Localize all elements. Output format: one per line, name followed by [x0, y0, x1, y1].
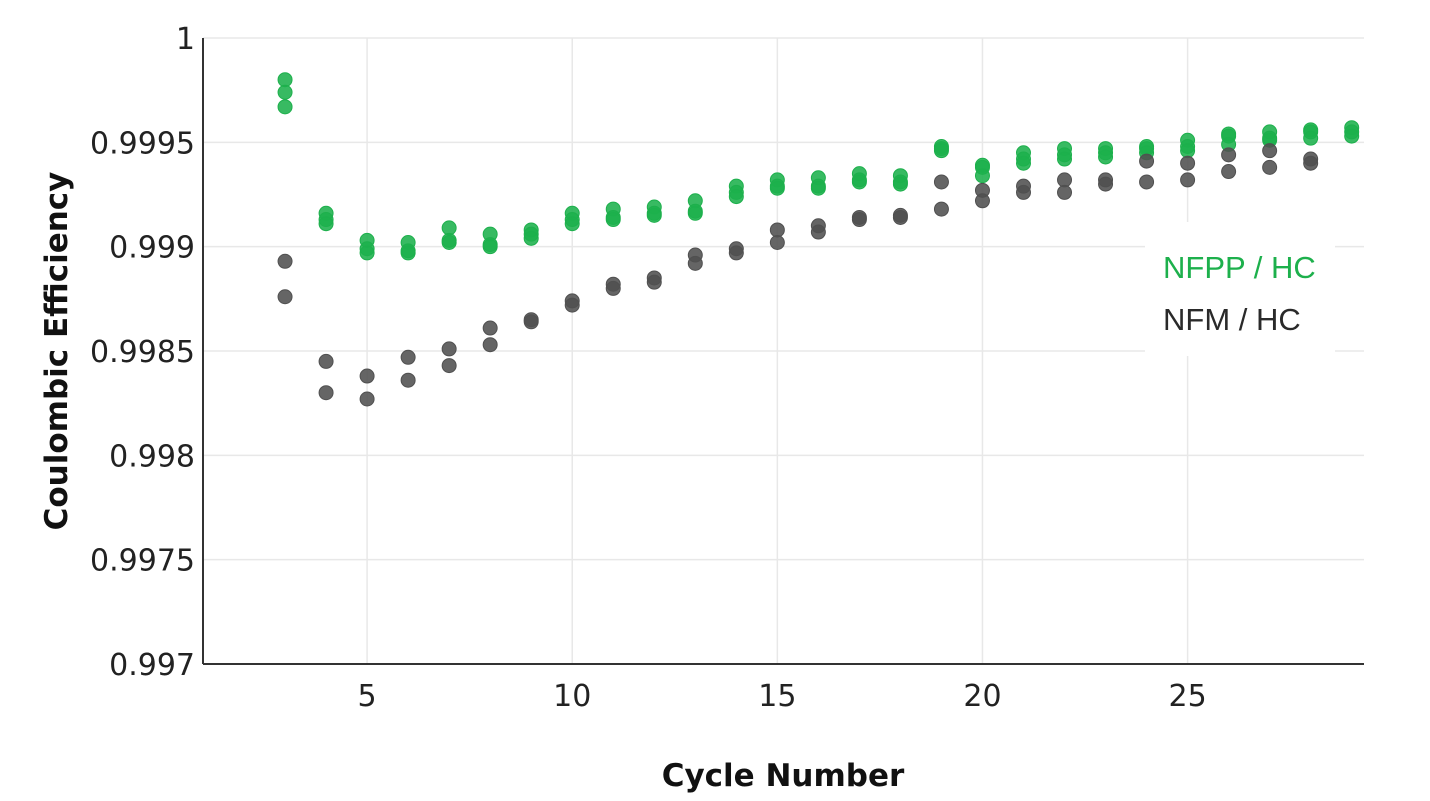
data-point [564, 216, 580, 232]
data-point [933, 174, 949, 190]
data-point [523, 230, 539, 246]
data-point [892, 209, 908, 225]
data-point [933, 143, 949, 159]
data-point [728, 245, 744, 261]
data-point [1057, 151, 1073, 167]
data-point [359, 391, 375, 407]
data-point [1262, 159, 1278, 175]
data-point [1180, 155, 1196, 171]
data-point [851, 174, 867, 190]
data-point [810, 180, 826, 196]
y-tick-label: 0.999 [109, 231, 195, 266]
data-point [564, 297, 580, 313]
y-tick-label: 0.998 [109, 439, 195, 474]
legend-label-nfpp-hc: NFPP / HC [1163, 250, 1316, 285]
data-point [974, 168, 990, 184]
data-point [277, 253, 293, 269]
data-point [277, 289, 293, 305]
data-point [1303, 130, 1319, 146]
data-point [1015, 184, 1031, 200]
data-point [523, 314, 539, 330]
data-point [810, 224, 826, 240]
data-point [482, 320, 498, 336]
y-tick-label: 0.9985 [90, 335, 195, 370]
legend: NFPP / HC NFM / HC [1163, 250, 1316, 337]
data-point [400, 245, 416, 261]
y-axis-title: Coulombic Efficiency [39, 172, 75, 531]
data-point [974, 193, 990, 209]
data-point [277, 72, 293, 88]
data-point [1262, 143, 1278, 159]
data-point [441, 358, 457, 374]
data-point [933, 201, 949, 217]
data-point [1098, 176, 1114, 192]
data-point [687, 205, 703, 221]
data-point [441, 234, 457, 250]
data-point [1098, 149, 1114, 165]
data-point [851, 212, 867, 228]
data-point [1180, 172, 1196, 188]
data-point [687, 255, 703, 271]
series-0 [277, 72, 1360, 261]
legend-label-nfm-hc: NFM / HC [1163, 302, 1301, 337]
data-point [1139, 174, 1155, 190]
tick-labels: 5 10 15 20 25 0.997 0.9975 0.998 0.9985 0.999 0.99… [90, 22, 1207, 714]
data-point [441, 341, 457, 357]
data-point [400, 372, 416, 388]
data-points [277, 72, 1360, 407]
x-tick-label: 20 [963, 679, 1001, 714]
data-point [1057, 172, 1073, 188]
data-point [1303, 155, 1319, 171]
data-point [318, 353, 334, 369]
y-tick-label: 0.9975 [90, 544, 195, 579]
data-point [605, 212, 621, 228]
data-point [400, 349, 416, 365]
data-point [1015, 155, 1031, 171]
y-tick-label: 0.9995 [90, 126, 195, 161]
data-point [482, 337, 498, 353]
y-tick-label: 0.997 [109, 648, 195, 683]
data-point [1180, 143, 1196, 159]
x-tick-label: 15 [758, 679, 796, 714]
data-point [605, 280, 621, 296]
data-point [769, 222, 785, 238]
data-point [1221, 147, 1237, 163]
data-point [482, 239, 498, 255]
x-axis-title: Cycle Number [662, 758, 905, 794]
data-point [646, 274, 662, 290]
data-point [318, 385, 334, 401]
data-point [318, 216, 334, 232]
data-point [646, 207, 662, 223]
data-point [359, 368, 375, 384]
x-tick-label: 5 [358, 679, 377, 714]
data-point [441, 220, 457, 236]
series-1 [277, 143, 1319, 407]
x-tick-label: 10 [553, 679, 591, 714]
axes [202, 38, 1364, 665]
data-point [1221, 164, 1237, 180]
legend-background [1145, 222, 1335, 356]
x-tick-label: 25 [1168, 679, 1206, 714]
data-point [1057, 184, 1073, 200]
data-point [1344, 128, 1360, 144]
data-point [1139, 153, 1155, 169]
data-point [728, 189, 744, 205]
data-point [769, 234, 785, 250]
data-point [769, 180, 785, 196]
y-tick-label: 1 [176, 22, 195, 57]
data-point [892, 176, 908, 192]
data-point [277, 99, 293, 115]
data-point [359, 245, 375, 261]
data-point [277, 84, 293, 100]
